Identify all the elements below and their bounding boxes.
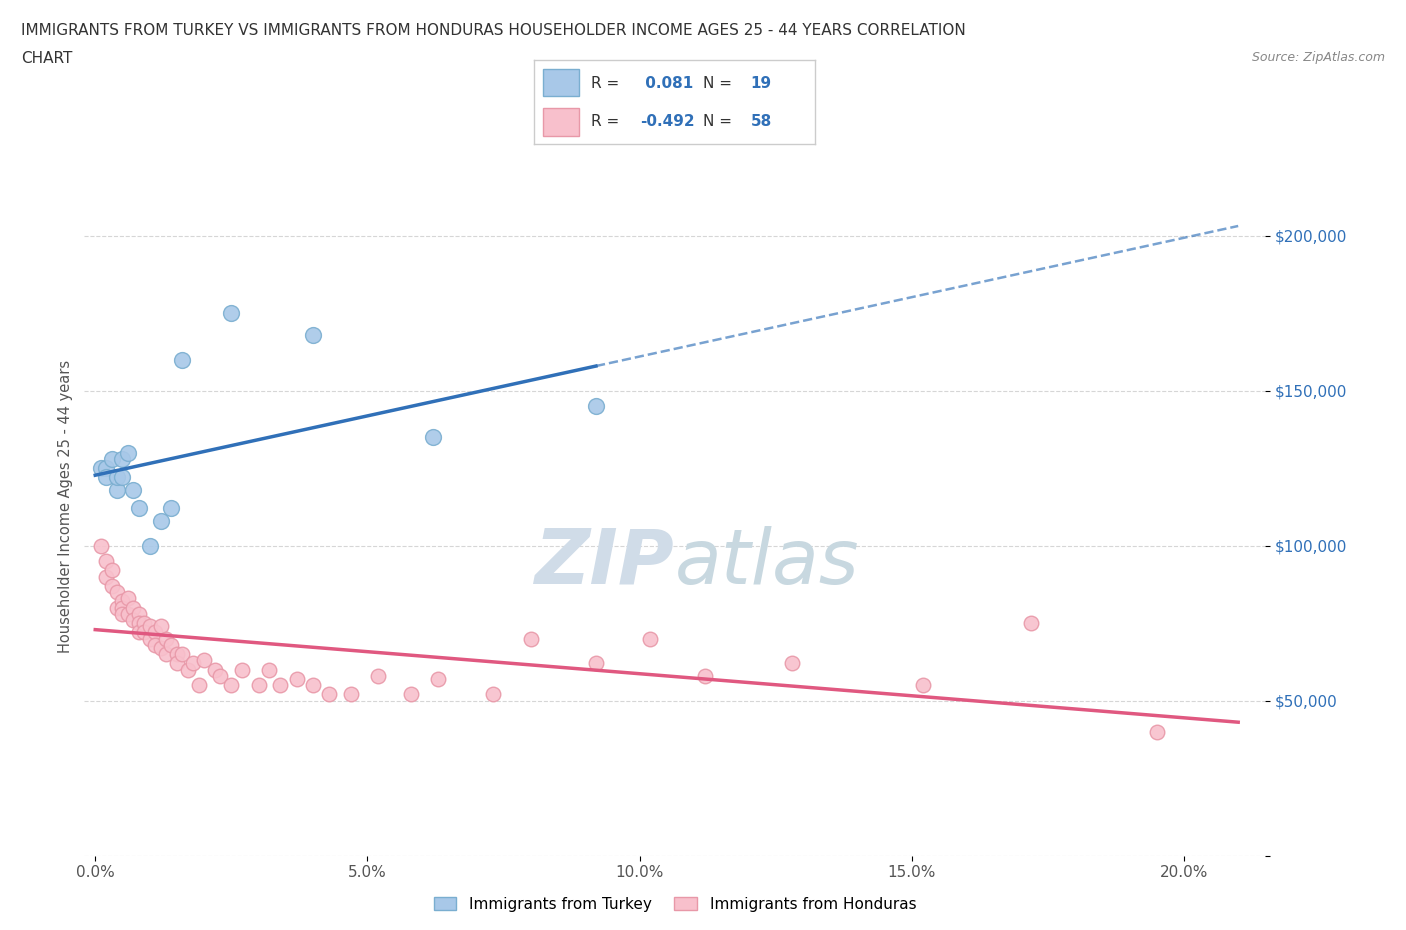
Point [149, 513, 172, 528]
Point [367, 669, 389, 684]
Point [128, 625, 150, 640]
Point [166, 656, 188, 671]
Point [259, 662, 281, 677]
Point [177, 662, 200, 677]
Point [693, 669, 716, 684]
Text: 0.081: 0.081 [640, 75, 693, 90]
Point [318, 687, 340, 702]
Point [122, 483, 145, 498]
Point [128, 501, 150, 516]
Point [149, 641, 172, 656]
Point [221, 306, 243, 321]
Point [138, 631, 160, 646]
Point [105, 600, 128, 615]
Point [90, 538, 112, 553]
Point [481, 687, 503, 702]
Text: CHART: CHART [21, 51, 73, 66]
Point [94, 569, 117, 584]
Point [427, 671, 450, 686]
Point [155, 646, 177, 661]
Point [128, 606, 150, 621]
Point [149, 618, 172, 633]
Point [105, 483, 128, 498]
Point [128, 616, 150, 631]
Point [204, 662, 226, 677]
Point [105, 470, 128, 485]
Point [221, 678, 243, 693]
Point [117, 445, 139, 460]
Text: R =: R = [591, 75, 619, 90]
Point [302, 678, 325, 693]
Point [193, 653, 215, 668]
Point [399, 687, 422, 702]
Point [111, 594, 134, 609]
Point [111, 606, 134, 621]
Point [117, 606, 139, 621]
Point [155, 631, 177, 646]
Point [111, 470, 134, 485]
Text: R =: R = [591, 114, 619, 129]
Point [1021, 616, 1043, 631]
Point [117, 591, 139, 605]
Point [138, 538, 160, 553]
Point [172, 646, 194, 661]
Point [340, 687, 363, 702]
Text: Source: ZipAtlas.com: Source: ZipAtlas.com [1251, 51, 1385, 64]
Point [134, 616, 156, 631]
Point [269, 678, 291, 693]
Legend: Immigrants from Turkey, Immigrants from Honduras: Immigrants from Turkey, Immigrants from … [427, 890, 922, 918]
Point [302, 327, 325, 342]
Text: 58: 58 [751, 114, 772, 129]
Point [166, 646, 188, 661]
Text: IMMIGRANTS FROM TURKEY VS IMMIGRANTS FROM HONDURAS HOUSEHOLDER INCOME AGES 25 - : IMMIGRANTS FROM TURKEY VS IMMIGRANTS FRO… [21, 23, 966, 38]
Point [94, 460, 117, 475]
Point [160, 637, 183, 652]
Point [519, 631, 541, 646]
Point [143, 637, 166, 652]
Point [160, 501, 183, 516]
Y-axis label: Householder Income Ages 25 - 44 years: Householder Income Ages 25 - 44 years [58, 360, 73, 654]
Point [100, 578, 122, 593]
Point [111, 451, 134, 466]
Bar [543, 108, 579, 136]
Text: atlas: atlas [675, 525, 859, 600]
Point [134, 625, 156, 640]
Point [90, 460, 112, 475]
Point [138, 618, 160, 633]
Bar [543, 69, 579, 97]
Point [585, 656, 607, 671]
Text: -0.492: -0.492 [640, 114, 695, 129]
Point [911, 678, 934, 693]
Text: 19: 19 [751, 75, 772, 90]
Point [100, 563, 122, 578]
Point [422, 430, 444, 445]
Point [94, 470, 117, 485]
Text: N =: N = [703, 114, 733, 129]
Point [187, 678, 209, 693]
Point [122, 600, 145, 615]
Point [247, 678, 270, 693]
Point [111, 600, 134, 615]
Point [585, 399, 607, 414]
Point [285, 671, 308, 686]
Point [105, 585, 128, 600]
Point [100, 451, 122, 466]
Point [122, 613, 145, 628]
Point [143, 625, 166, 640]
Text: ZIP: ZIP [536, 525, 675, 600]
Point [172, 352, 194, 367]
Text: N =: N = [703, 75, 733, 90]
Point [209, 669, 232, 684]
Point [231, 662, 253, 677]
Point [1146, 724, 1168, 739]
Point [181, 656, 204, 671]
Point [640, 631, 662, 646]
Point [94, 553, 117, 568]
Point [780, 656, 803, 671]
